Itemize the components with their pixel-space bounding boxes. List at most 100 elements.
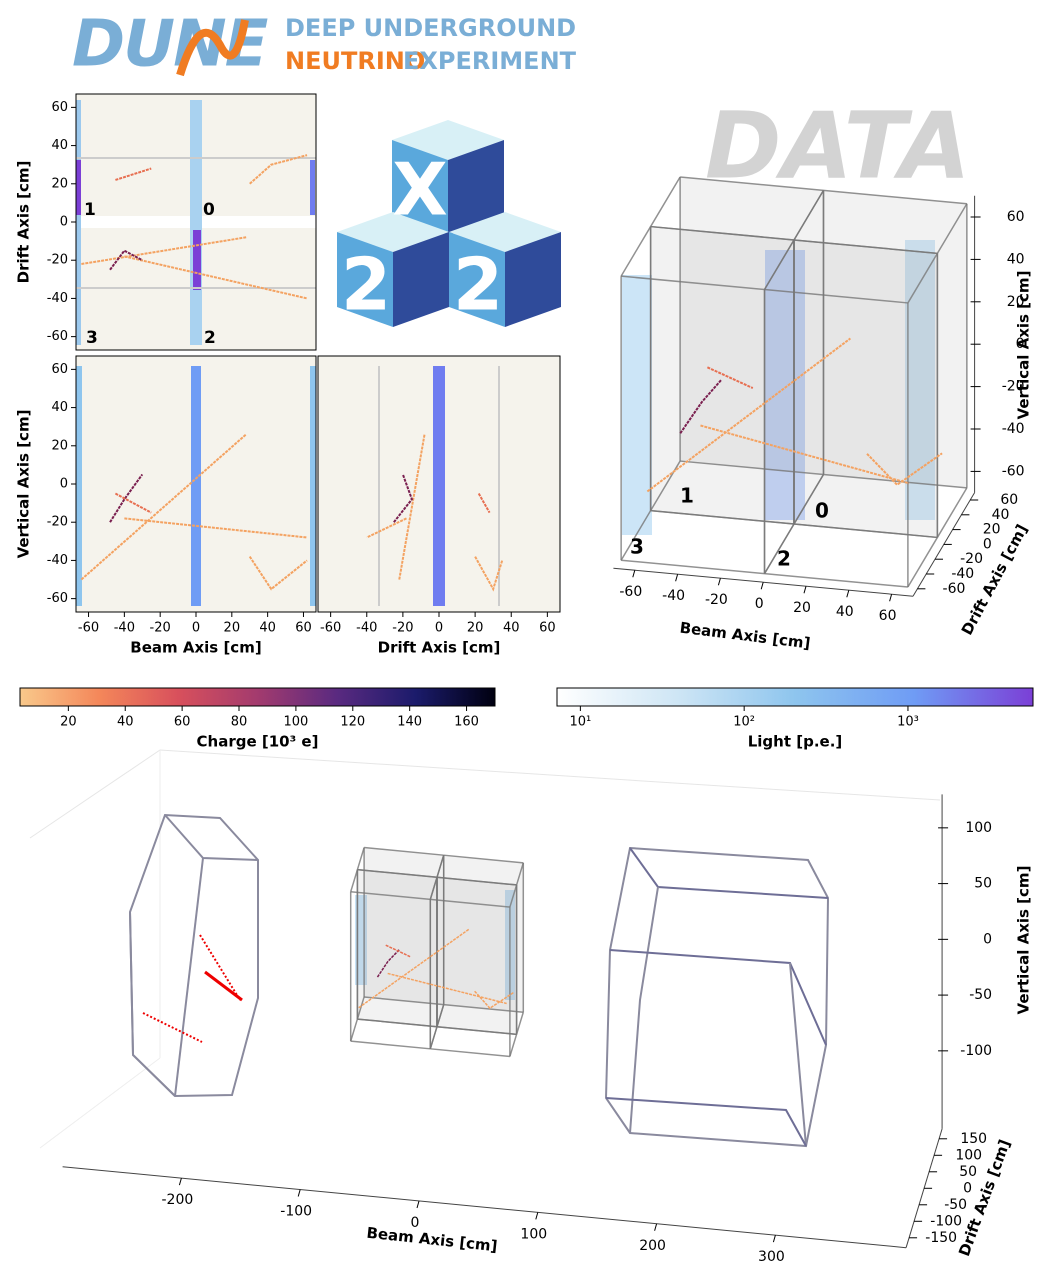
z-tick-label: 60	[1007, 209, 1025, 225]
track	[366, 517, 407, 539]
x-tick-label: 60	[174, 715, 191, 730]
cube-label: 2	[341, 243, 391, 327]
x-tick	[717, 578, 721, 586]
track	[80, 433, 247, 581]
y-tick-label: 60	[51, 100, 68, 115]
x-tick-label: 120	[340, 715, 365, 730]
module-edge	[356, 996, 365, 1020]
y-axis-label: Drift Axis [cm]	[15, 161, 33, 284]
module-edge	[349, 869, 359, 892]
track	[109, 249, 143, 271]
z-tick-label: -50	[969, 987, 992, 1003]
x-tick-label: 160	[454, 715, 479, 730]
track	[474, 990, 515, 1010]
light-strip	[76, 366, 82, 606]
z-tick-label: 50	[974, 876, 992, 892]
x-tick-label: 140	[397, 715, 422, 730]
track	[398, 434, 426, 580]
cube-label: 2	[453, 243, 503, 327]
module-wall	[650, 226, 794, 525]
track	[387, 972, 507, 1005]
x-tick-label: 10³	[897, 715, 919, 730]
module-edge	[515, 862, 525, 886]
module-wall	[357, 869, 437, 1027]
module-edge	[436, 876, 517, 886]
track	[700, 424, 910, 485]
module-edge	[650, 509, 795, 525]
x-tick-label: -20	[392, 621, 413, 636]
y-tick-label: -50	[944, 1197, 967, 1213]
module-edge	[620, 510, 652, 561]
x-tick-label: -60	[619, 584, 642, 600]
x-tick-label: 40	[259, 621, 276, 636]
x-tick-label: 40	[503, 621, 520, 636]
header-line: DEEP UNDERGROUND	[285, 14, 576, 42]
z-tick-label: 0	[1016, 336, 1025, 352]
z-tick-label: 0	[983, 931, 992, 947]
detector-frame	[128, 813, 259, 1098]
light-strip	[765, 250, 805, 520]
z-tick-label: -60	[1002, 463, 1025, 479]
x-tick-label: 0	[435, 621, 443, 636]
y-tick-label: -100	[930, 1213, 962, 1229]
x-tick-label: 0	[755, 596, 764, 612]
y-tick-label: 40	[51, 400, 68, 415]
red-track	[199, 934, 241, 1001]
module-edge	[620, 226, 652, 277]
x-tick-label: -40	[114, 621, 135, 636]
module-label: 1	[680, 484, 694, 508]
z-axis-label: Vertical Axis [cm]	[1015, 866, 1033, 1015]
x-tick-label: 20	[60, 715, 77, 730]
light-strip	[433, 366, 445, 606]
module-wall	[443, 855, 524, 1013]
x-axis-label: Beam Axis [cm]	[679, 619, 812, 653]
x-tick-label: -20	[150, 621, 171, 636]
track	[646, 337, 852, 493]
module-edge	[364, 846, 444, 856]
module-label: 3	[86, 328, 98, 348]
y-tick-label: -60	[47, 591, 68, 606]
y-tick-label: 20	[51, 176, 68, 191]
module-edge	[907, 537, 939, 588]
z-tick-label: 20	[1007, 294, 1025, 310]
x-tick	[416, 1200, 420, 1209]
z-tick-label: -100	[960, 1043, 992, 1059]
track	[393, 474, 414, 523]
z-axis-label: Vertical Axis [cm]	[1015, 271, 1033, 420]
module-edge	[436, 1004, 445, 1027]
x-tick	[535, 1212, 539, 1220]
y-tick-label: 0	[60, 215, 68, 230]
module-edge	[793, 474, 825, 525]
track	[358, 928, 470, 1009]
module-label: 2	[777, 547, 791, 571]
x-tick-label: 80	[231, 715, 248, 730]
module-edge	[763, 523, 795, 575]
x-tick-label: 0	[192, 621, 200, 636]
y-tick-label: 20	[983, 522, 1001, 538]
detector-frame	[604, 846, 830, 1148]
module-edge	[356, 847, 365, 870]
module-edge	[357, 868, 438, 879]
x-tick-label: 20	[467, 621, 484, 636]
module-wall	[437, 877, 517, 1035]
x-tick-label: 10²	[733, 715, 755, 730]
light-strip	[191, 366, 201, 606]
y-tick-label: -40	[47, 291, 68, 306]
module-edge	[515, 1012, 525, 1035]
x-tick	[654, 1223, 658, 1231]
module-wall	[794, 239, 938, 538]
x-tick	[632, 570, 636, 578]
y-tick-label: 40	[51, 138, 68, 153]
light-strip	[76, 160, 81, 215]
y-tick-label: -20	[960, 551, 983, 567]
light-strip	[310, 366, 316, 606]
y-tick-label: -40	[47, 553, 68, 568]
light-strip	[905, 240, 935, 520]
module-edge	[436, 1025, 517, 1036]
x-tick	[297, 1189, 301, 1197]
module-edge	[793, 523, 938, 539]
module-edge	[509, 1034, 518, 1057]
pane-edge	[39, 1057, 161, 1149]
x-tick-label: 100	[520, 1226, 547, 1242]
track	[115, 167, 152, 181]
